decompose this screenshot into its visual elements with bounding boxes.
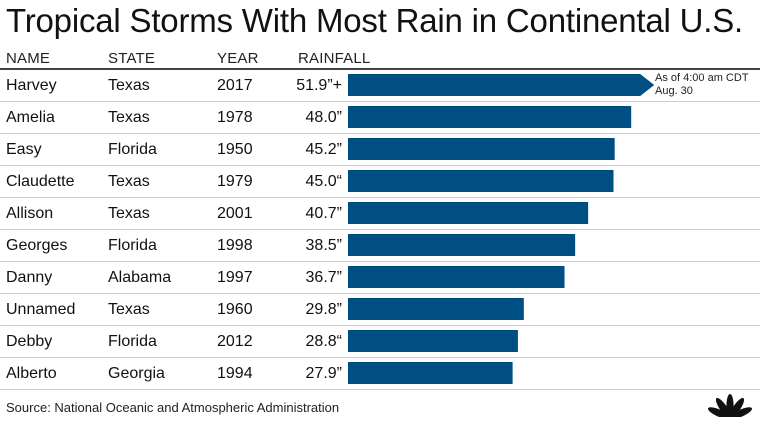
state-name: Florida bbox=[108, 333, 157, 350]
annotation-line-2: Aug. 30 bbox=[655, 85, 693, 97]
state-name: Texas bbox=[108, 109, 150, 126]
header-rule bbox=[0, 68, 760, 70]
state-name: Texas bbox=[108, 77, 150, 94]
rainfall-value: 45.2” bbox=[305, 141, 342, 158]
rainfall-value: 38.5” bbox=[305, 237, 342, 254]
table-row: Georges Florida 1998 38.5” bbox=[0, 230, 760, 262]
row-divider bbox=[0, 325, 760, 326]
bar-unnamed bbox=[348, 298, 524, 320]
table-row: Harvey Texas 2017 51.9”+ bbox=[0, 70, 760, 102]
bar-alberto bbox=[348, 362, 513, 384]
peacock-logo-icon bbox=[707, 394, 753, 420]
storm-name: Harvey bbox=[6, 77, 57, 94]
storm-year: 1979 bbox=[217, 173, 253, 190]
table-row: Easy Florida 1950 45.2” bbox=[0, 134, 760, 166]
annotation-line-1: As of 4:00 am CDT bbox=[655, 72, 749, 84]
storm-year: 1998 bbox=[217, 237, 253, 254]
table-row: Allison Texas 2001 40.7” bbox=[0, 198, 760, 230]
state-name: Georgia bbox=[108, 365, 165, 382]
row-divider bbox=[0, 389, 760, 390]
storm-year: 1960 bbox=[217, 301, 253, 318]
source-note: Source: National Oceanic and Atmospheric… bbox=[6, 400, 340, 415]
storm-name: Claudette bbox=[6, 173, 75, 190]
bar-danny bbox=[348, 266, 565, 288]
table-row: Danny Alabama 1997 36.7” bbox=[0, 262, 760, 294]
state-name: Florida bbox=[108, 141, 157, 158]
rainfall-value: 40.7” bbox=[305, 205, 342, 222]
row-divider bbox=[0, 133, 760, 134]
storm-year: 1978 bbox=[217, 109, 253, 126]
rainfall-value: 36.7” bbox=[305, 269, 342, 286]
bar-debby bbox=[348, 330, 518, 352]
storm-year: 1950 bbox=[217, 141, 253, 158]
storm-name: Alberto bbox=[6, 365, 57, 382]
storm-name: Debby bbox=[6, 333, 53, 350]
bar-allison bbox=[348, 202, 589, 224]
state-name: Florida bbox=[108, 237, 157, 254]
table-row: Unnamed Texas 1960 29.8” bbox=[0, 294, 760, 326]
table-row: Alberto Georgia 1994 27.9” bbox=[0, 358, 760, 390]
state-name: Texas bbox=[108, 301, 150, 318]
table-row: Amelia Texas 1978 48.0” bbox=[0, 102, 760, 134]
bar-georges bbox=[348, 234, 576, 256]
storm-name: Amelia bbox=[6, 109, 55, 126]
storm-year: 1994 bbox=[217, 365, 253, 382]
row-divider bbox=[0, 101, 760, 102]
bar-amelia bbox=[348, 106, 632, 128]
as-of-annotation: As of 4:00 am CDT Aug. 30 bbox=[655, 72, 749, 98]
row-divider bbox=[0, 165, 760, 166]
storm-name: Allison bbox=[6, 205, 54, 222]
rainfall-value: 28.8“ bbox=[305, 333, 342, 350]
storm-name: Danny bbox=[6, 269, 53, 286]
rainfall-value: 27.9” bbox=[305, 365, 342, 382]
row-divider bbox=[0, 229, 760, 230]
state-name: Alabama bbox=[108, 269, 172, 286]
storm-name: Unnamed bbox=[6, 301, 76, 318]
header-name: NAME bbox=[6, 50, 51, 67]
bar-harvey bbox=[348, 74, 655, 96]
storm-year: 2012 bbox=[217, 333, 253, 350]
row-divider bbox=[0, 357, 760, 358]
bar-claudette bbox=[348, 170, 614, 192]
state-name: Texas bbox=[108, 205, 150, 222]
table-row: Debby Florida 2012 28.8“ bbox=[0, 326, 760, 358]
bar-chart bbox=[348, 74, 655, 384]
table-row: Claudette Texas 1979 45.0“ bbox=[0, 166, 760, 198]
bar-easy bbox=[348, 138, 615, 160]
row-divider bbox=[0, 261, 760, 262]
row-divider bbox=[0, 293, 760, 294]
storm-year: 1997 bbox=[217, 269, 253, 286]
storm-year: 2001 bbox=[217, 205, 253, 222]
rainfall-value: 45.0“ bbox=[305, 173, 342, 190]
header-state: STATE bbox=[108, 50, 156, 67]
header-year: YEAR bbox=[217, 50, 259, 67]
rainfall-value: 48.0” bbox=[305, 109, 342, 126]
chart-title: Tropical Storms With Most Rain in Contin… bbox=[6, 2, 744, 39]
row-divider bbox=[0, 197, 760, 198]
state-name: Texas bbox=[108, 173, 150, 190]
rainfall-value: 51.9”+ bbox=[296, 77, 342, 94]
storm-name: Easy bbox=[6, 141, 42, 158]
header-rainfall: RAINFALL bbox=[298, 50, 371, 67]
rainfall-value: 29.8” bbox=[305, 301, 342, 318]
storm-year: 2017 bbox=[217, 77, 253, 94]
storm-name: Georges bbox=[6, 237, 68, 254]
